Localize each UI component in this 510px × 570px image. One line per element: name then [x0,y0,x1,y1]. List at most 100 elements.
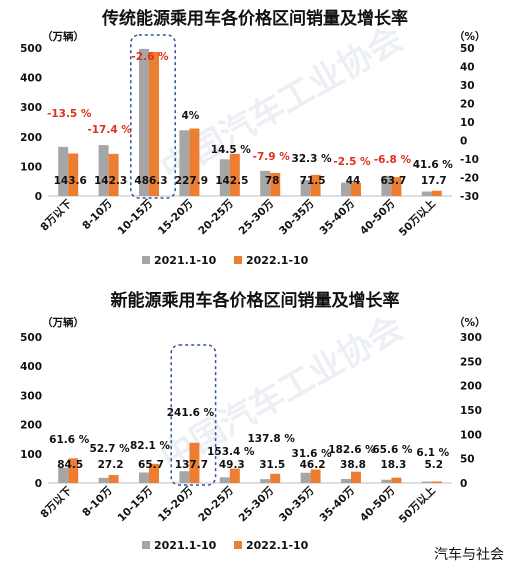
y2-axis-unit: （%） [454,30,486,43]
bar-2022 [310,174,321,196]
bar-2022 [431,481,442,483]
legend-label-2022: 2022.1-10 [246,254,309,267]
bar-2021 [341,182,351,196]
value-label: 38.8 [340,459,366,471]
legend-swatch-2022 [234,256,242,264]
value-label: 227.9 [175,175,208,187]
x-category-label: 40-50万 [358,197,398,237]
bar-2022 [68,458,79,483]
bar-2022 [68,153,79,196]
bar-2022 [391,477,402,483]
bar-2022 [391,177,402,196]
value-label: 44 [346,175,361,187]
x-category-label: 50万以上 [396,484,438,526]
legend-label-2021: 2021.1-10 [154,254,217,267]
x-category-label: 25-30万 [237,197,277,237]
bar-2021 [58,146,69,196]
bar-2021 [139,472,149,483]
y2-tick-label: 30 [460,80,475,92]
value-label: 142.5 [215,175,248,187]
growth-rate-label: 6.1 % [416,447,449,459]
highlight-box [130,34,176,199]
y-axis-unit: （万辆） [42,30,84,43]
growth-rate-label: 41.6 % [413,159,454,171]
y-tick-label: 0 [35,478,42,490]
highlight-box [170,344,217,486]
growth-rate-label: 31.6 % [292,448,333,460]
bar-2022 [108,153,119,196]
x-category-label: 25-30万 [237,484,277,524]
growth-rate-label: 14.5 % [211,144,252,156]
value-label: 486.3 [134,175,167,187]
growth-rate-label: 32.3 % [292,153,333,165]
x-category-label: 15-20万 [156,484,196,524]
y2-tick-label: -10 [460,154,479,166]
growth-rate-label: -7.9 % [253,151,291,163]
bar-2022 [270,473,281,483]
y2-tick-label: 100 [460,429,482,441]
legend-swatch-2021 [142,256,150,264]
x-category-label: 35-40万 [317,197,357,237]
source-label: 汽车与社会 [434,547,504,563]
growth-rate-label: 61.6 % [49,434,90,446]
growth-rate-label: 137.8 % [248,433,296,445]
bar-2021 [341,478,351,483]
growth-rate-label: 241.6 % [167,407,215,419]
value-label: 142.3 [94,175,127,187]
growth-rate-label: 182.6 % [328,444,376,456]
bar-2022 [189,128,200,196]
x-category-label: 20-25万 [196,197,236,237]
y2-axis-unit: （%） [454,316,486,329]
y2-tick-label: 20 [460,99,475,111]
x-category-label: 8万以下 [38,197,74,233]
growth-rate-label: -17.4 % [87,124,132,136]
growth-rate-label: 153.4 % [207,446,255,458]
y2-tick-label: 300 [460,332,482,344]
y2-tick-label: 250 [460,356,482,368]
bar-2021 [421,481,432,483]
x-category-label: 10-15万 [115,484,155,524]
bar-2021 [98,477,109,483]
y-tick-label: 300 [20,102,42,114]
bar-2021 [139,48,149,196]
bar-2022 [229,468,240,483]
y2-tick-label: -20 [460,173,479,185]
growth-rate-label: 52.7 % [90,443,131,455]
y2-tick-label: 0 [460,478,467,490]
growth-rate-label: 82.1 % [130,440,171,452]
y2-tick-label: 10 [460,117,475,129]
y2-tick-label: 150 [460,405,482,417]
x-category-label: 8-10万 [80,197,115,232]
bar-2021 [260,170,271,196]
value-label: 65.7 [138,459,164,471]
y-tick-label: 400 [20,73,42,85]
x-category-label: 40-50万 [358,484,398,524]
y-tick-label: 500 [20,43,42,55]
legend-swatch-2021 [142,541,150,549]
legend-swatch-2022 [234,541,242,549]
y2-tick-label: 50 [460,454,475,466]
y-tick-label: 500 [20,332,42,344]
legend-label-2022: 2022.1-10 [246,539,309,552]
growth-rate-label: -6.8 % [374,154,412,166]
chart-title: 传统能源乘用车各价格区间销量及增长率 [101,8,408,29]
value-label: 27.2 [98,459,124,471]
y2-tick-label: 40 [460,62,475,74]
value-label: 5.2 [424,459,443,471]
bar-2021 [381,479,392,483]
x-category-label: 30-35万 [277,484,317,524]
bar-2022 [351,471,361,483]
bar-2021 [98,145,109,196]
bar-2022 [189,442,200,483]
growth-rate-label: -2.6 % [131,51,169,63]
value-label: 84.5 [57,459,83,471]
y2-tick-label: 0 [460,136,467,148]
y-tick-label: 300 [20,390,42,402]
bar-2022 [149,52,159,196]
bar-2022 [270,172,281,196]
bar-2022 [351,182,361,196]
bar-2021 [219,159,230,196]
bar-2022 [310,469,321,483]
